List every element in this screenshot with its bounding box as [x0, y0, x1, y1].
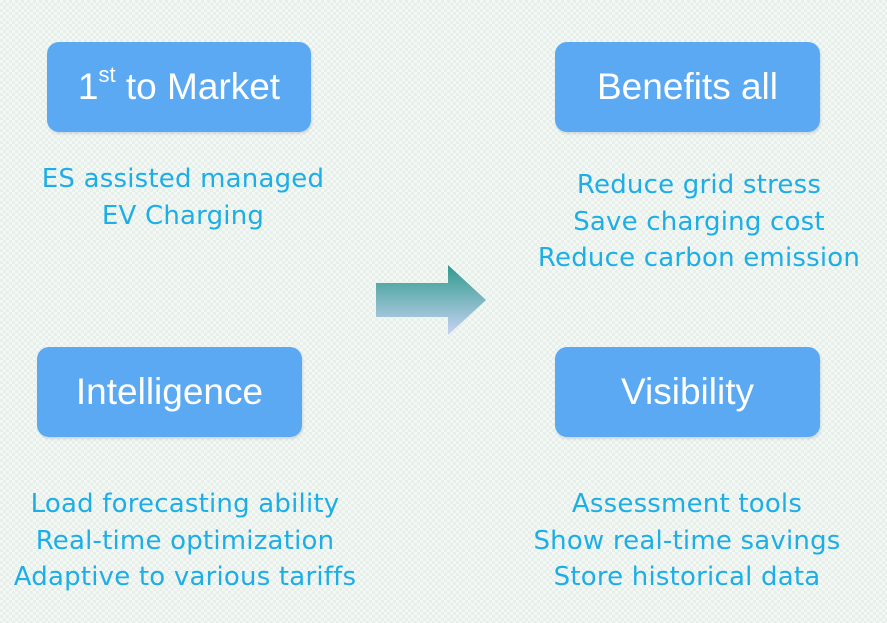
intelligence-description: Load forecasting ability Real-time optim…: [0, 486, 370, 596]
intelligence-label: Intelligence: [75, 371, 264, 412]
label-text: to Market: [115, 66, 281, 107]
description-line: Store historical data: [553, 562, 821, 592]
first-to-market-description: ES assisted managed EV Charging: [0, 161, 366, 234]
arrow-shape: [376, 265, 486, 335]
description-line: Show real-time savings: [533, 525, 841, 556]
benefits-all-box: Benefits all: [555, 42, 820, 132]
description-line: EV Charging: [101, 200, 265, 231]
description-line: Real-time optimization: [35, 525, 335, 556]
benefits-all-label: Benefits all: [597, 66, 778, 107]
visibility-box: Visibility: [555, 347, 820, 437]
description-line: Load forecasting ability: [30, 489, 340, 519]
label-ordinal-suffix: st: [98, 62, 116, 87]
description-line: Assessment tools: [571, 489, 803, 519]
visibility-description: Assessment tools Show real-time savings …: [515, 486, 859, 596]
description-line: Save charging cost: [573, 206, 825, 237]
right-arrow-icon: [376, 265, 486, 335]
first-to-market-label: 1st to Market: [77, 62, 281, 108]
label-number: 1: [77, 66, 99, 107]
visibility-label: Visibility: [621, 371, 754, 412]
benefits-all-description: Reduce grid stress Save charging cost Re…: [515, 167, 883, 277]
description-line: Reduce carbon emission: [537, 243, 861, 273]
description-line: Adaptive to various tariffs: [13, 562, 357, 592]
description-line: ES assisted managed: [41, 164, 325, 194]
intelligence-box: Intelligence: [37, 347, 302, 437]
description-line: Reduce grid stress: [576, 170, 822, 200]
first-to-market-box: 1st to Market: [47, 42, 311, 132]
